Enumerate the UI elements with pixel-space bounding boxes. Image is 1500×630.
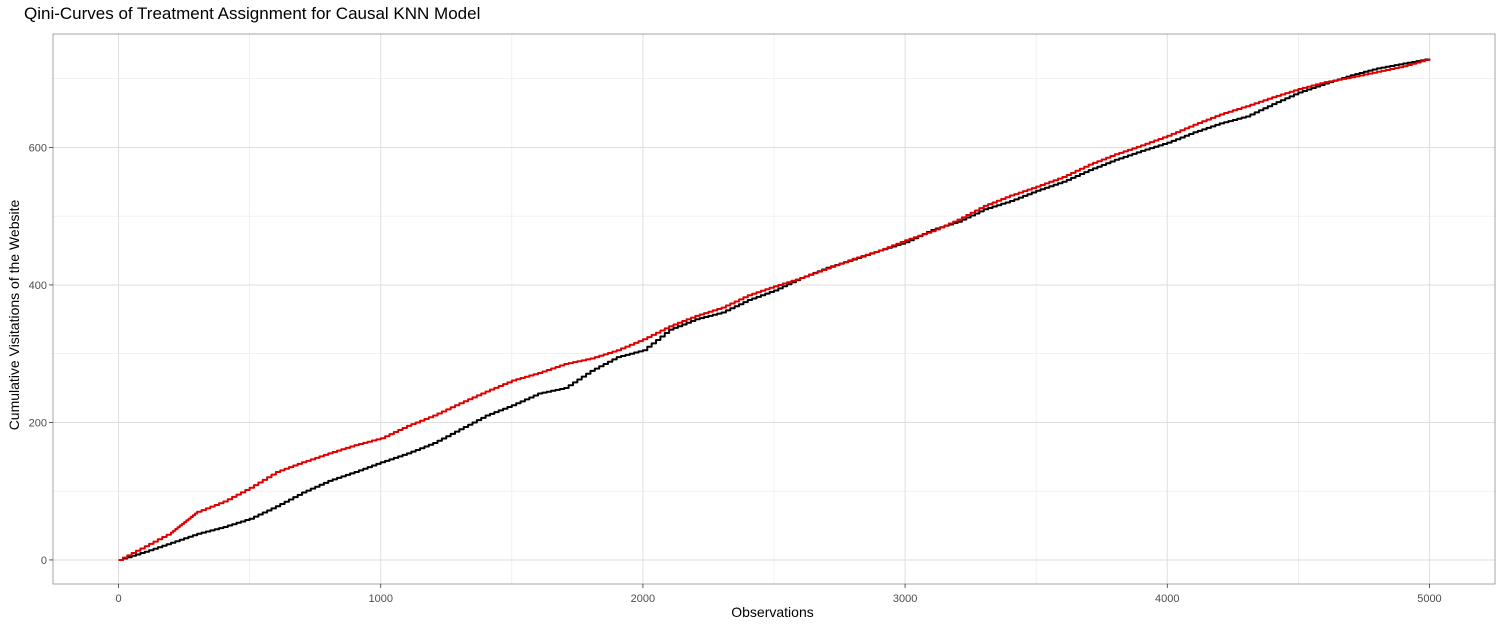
series-line xyxy=(118,58,1431,561)
series-line xyxy=(118,58,1431,561)
y-tick-label: 400 xyxy=(29,280,47,292)
y-tick-label: 0 xyxy=(41,555,47,567)
y-tick-label: 600 xyxy=(29,142,47,154)
x-tick-label: 1000 xyxy=(368,593,392,605)
panel-border xyxy=(52,33,1496,585)
major-gridlines xyxy=(53,34,1495,584)
y-tick-label: 200 xyxy=(29,417,47,429)
x-tick-label: 0 xyxy=(115,593,121,605)
x-axis-title: Observations xyxy=(731,604,814,620)
minor-gridlines xyxy=(53,34,1495,584)
x-tick-label: 3000 xyxy=(893,593,917,605)
ticks-layer: 0 1000 2000 3000 4000 5000 0 200 400 600 xyxy=(29,142,1442,605)
x-tick-label: 5000 xyxy=(1417,593,1441,605)
y-axis-title: Cumulative Visitations of the Website xyxy=(6,199,22,431)
x-tick-label: 2000 xyxy=(631,593,655,605)
x-tick-label: 4000 xyxy=(1155,593,1179,605)
chart-title: Qini-Curves of Treatment Assignment for … xyxy=(24,4,481,23)
series-layer xyxy=(118,58,1431,561)
